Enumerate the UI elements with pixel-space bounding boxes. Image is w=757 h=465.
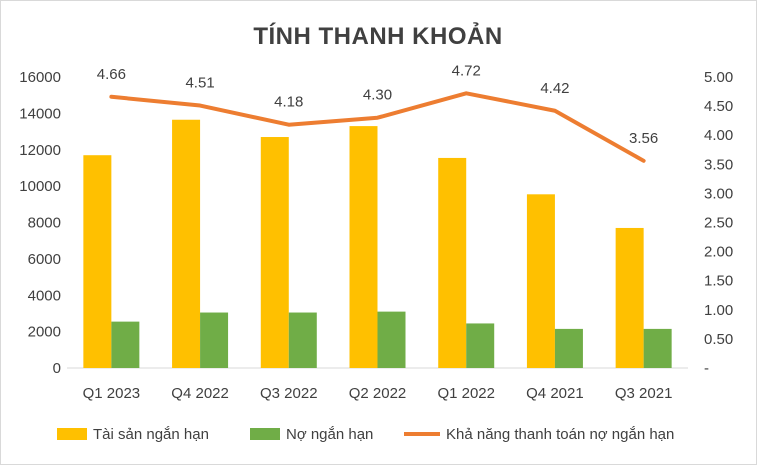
y-left-tick-label: 16000 <box>19 69 61 86</box>
line-data-label: 4.66 <box>97 66 126 83</box>
y-left-tick-label: 4000 <box>28 287 61 304</box>
y-left-tick-label: 10000 <box>19 178 61 195</box>
line-data-label: 4.42 <box>540 80 569 97</box>
bar-tai-san-ngan-han <box>349 126 378 368</box>
line-series-group: 4.66 4.51 4.18 4.30 4.72 4.42 3.56 <box>97 62 658 163</box>
y-left-tick-label: 12000 <box>19 142 61 159</box>
y-right-tick-label: - <box>704 360 709 377</box>
bar-tai-san-ngan-han <box>172 119 201 368</box>
legend-label: Khả năng thanh toán nợ ngắn hạn <box>446 426 674 443</box>
y-right-tick-label: 4.00 <box>704 127 733 144</box>
line-data-label: 4.72 <box>452 62 481 79</box>
x-tick-label: Q1 2023 <box>83 385 141 402</box>
y-right-tick-label: 0.50 <box>704 331 733 348</box>
y-right-tick-label: 4.50 <box>704 98 733 115</box>
bar-series-group <box>83 119 672 368</box>
y-left-tick-label: 8000 <box>28 215 61 232</box>
y-right-tick-label: 2.50 <box>704 215 733 232</box>
y-left-tick-label: 2000 <box>28 324 61 341</box>
y-left-tick-label: 14000 <box>19 105 61 122</box>
x-tick-label: Q1 2022 <box>437 385 495 402</box>
y-right-tick-label: 5.00 <box>704 69 733 86</box>
x-tick-label: Q3 2022 <box>260 385 318 402</box>
y-right-tick-label: 3.00 <box>704 185 733 202</box>
bar-no-ngan-han <box>643 328 672 368</box>
y-right-tick-label: 1.50 <box>704 273 733 290</box>
legend: Tài sản ngắn hạn Nợ ngắn hạn Khả năng than… <box>57 426 674 443</box>
legend-swatch <box>57 428 87 440</box>
bar-no-ngan-han <box>554 328 583 368</box>
chart-title: TÍNH THANH KHOẢN <box>253 21 502 50</box>
bar-no-ngan-han <box>200 312 229 368</box>
x-axis-labels: Q1 2023 Q4 2022 Q3 2022 Q2 2022 Q1 2022 Q4 20… <box>83 385 673 402</box>
y-right-tick-label: 3.50 <box>704 156 733 173</box>
line-data-label: 4.18 <box>274 94 303 111</box>
legend-label: Nợ ngắn hạn <box>286 426 373 443</box>
line-kha-nang-thanh-toan <box>109 91 646 163</box>
y-left-tick-label: 6000 <box>28 251 61 268</box>
y-left-tick-label: 0 <box>53 360 61 377</box>
bar-tai-san-ngan-han <box>615 227 644 368</box>
right-axis: - 0.50 1.00 1.50 2.00 2.50 3.00 3.50 4.00 4.50 5.0… <box>704 69 733 377</box>
bar-tai-san-ngan-han <box>526 194 555 368</box>
bar-no-ngan-han <box>288 312 317 368</box>
bar-no-ngan-han <box>377 311 406 368</box>
legend-swatch <box>250 428 280 440</box>
x-tick-label: Q3 2021 <box>615 385 673 402</box>
y-right-tick-label: 1.00 <box>704 302 733 319</box>
bar-tai-san-ngan-han <box>83 155 112 368</box>
line-data-label: 4.51 <box>185 75 214 92</box>
bar-tai-san-ngan-han <box>438 157 467 368</box>
bar-tai-san-ngan-han <box>260 137 289 368</box>
legend-label: Tài sản ngắn hạn <box>93 426 209 443</box>
left-axis: 0 2000 4000 6000 8000 10000 12000 14000 16000 <box>19 69 61 377</box>
x-tick-label: Q2 2022 <box>349 385 407 402</box>
x-tick-label: Q4 2022 <box>171 385 229 402</box>
bar-no-ngan-han <box>466 323 495 368</box>
line-data-label: 3.56 <box>629 130 658 147</box>
x-tick-label: Q4 2021 <box>526 385 584 402</box>
bar-no-ngan-han <box>111 321 140 368</box>
y-right-tick-label: 2.00 <box>704 244 733 261</box>
line-data-label: 4.30 <box>363 87 392 104</box>
